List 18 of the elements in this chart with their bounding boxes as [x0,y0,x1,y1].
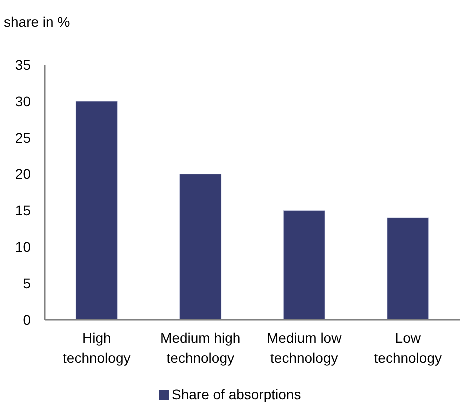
x-tick-label: Low technology [374,330,442,366]
bar [180,174,222,320]
x-tick-label: Medium high technology [160,330,241,366]
x-tick-label: High technology [63,330,131,366]
y-tick-label: 35 [15,56,32,73]
y-axis-title: share in % [4,14,70,30]
bar [283,210,326,320]
bar [76,101,118,320]
x-tick-label: Medium low technology [267,330,343,366]
bar [387,218,430,320]
y-tick-label: 5 [23,275,32,292]
legend-label: Share of absorptions [172,386,302,402]
y-tick-label: 25 [15,130,32,146]
y-tick-label: 15 [15,202,32,219]
y-tick-label: 0 [23,312,32,328]
y-tick-label: 20 [15,166,32,182]
y-tick-label: 30 [15,93,32,110]
y-tick-label: 10 [15,239,32,256]
